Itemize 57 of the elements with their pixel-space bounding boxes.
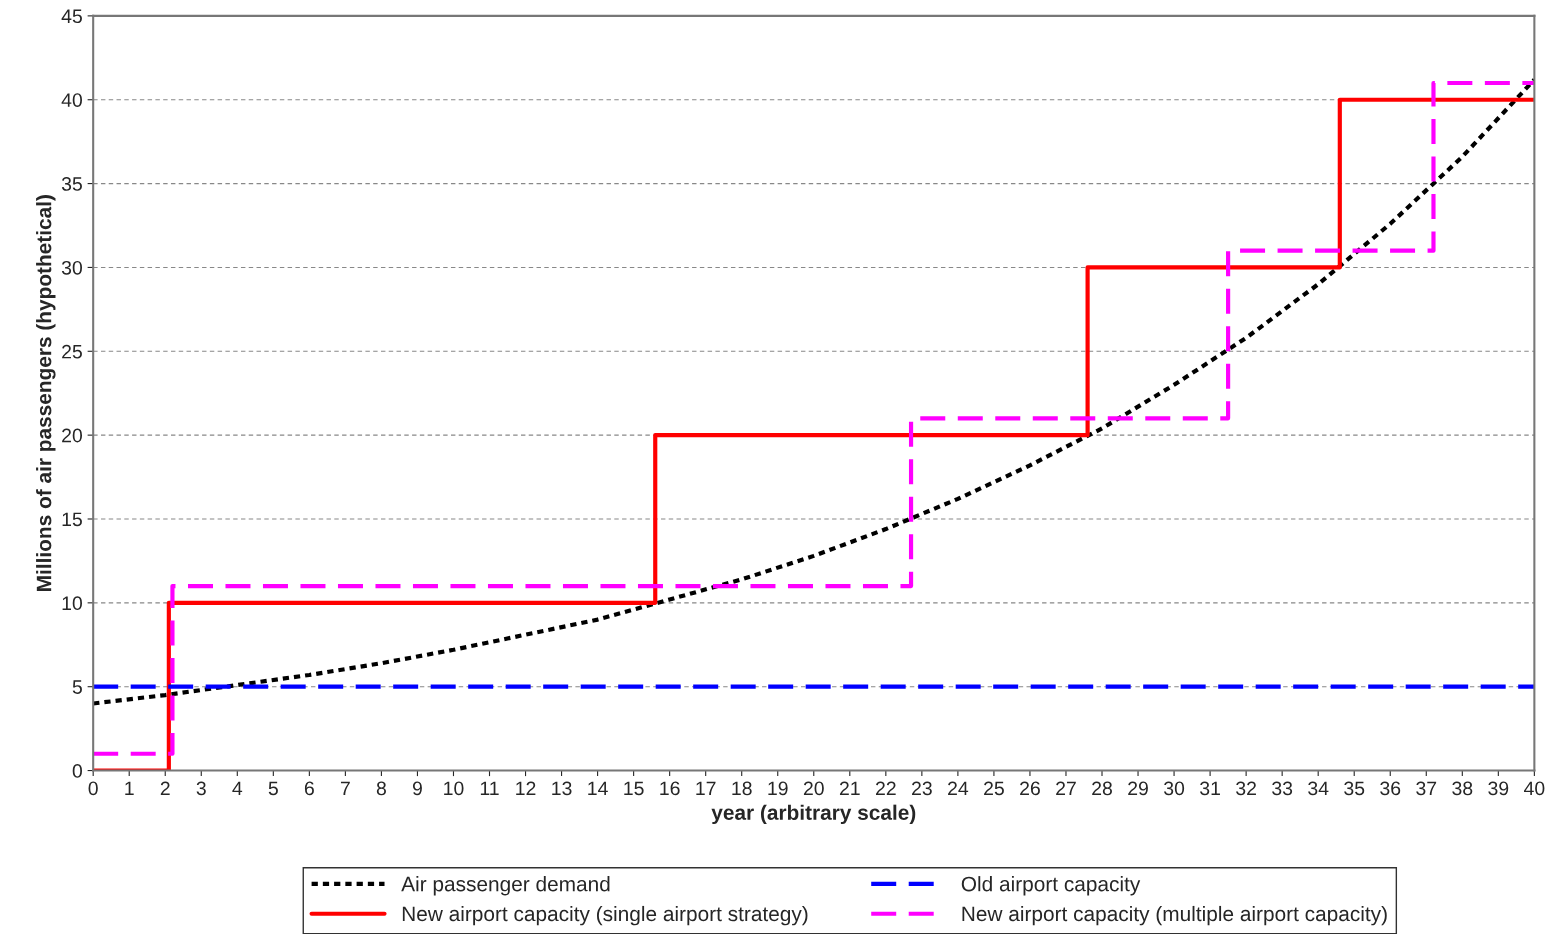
x-tick-label: 33 bbox=[1272, 781, 1293, 796]
x-tick-label: 31 bbox=[1200, 781, 1220, 796]
legend-label: Air passenger demand bbox=[401, 876, 610, 896]
x-tick-label: 22 bbox=[876, 781, 896, 796]
x-tick-label: 29 bbox=[1128, 781, 1148, 796]
x-tick-label: 14 bbox=[588, 781, 608, 796]
x-tick-label: 19 bbox=[768, 781, 788, 796]
x-tick-label: 21 bbox=[839, 781, 860, 796]
y-tick-label: 30 bbox=[61, 260, 82, 275]
x-tick-label: 10 bbox=[444, 781, 464, 796]
x-tick-label: 3 bbox=[196, 781, 206, 796]
y-tick-label: 0 bbox=[72, 764, 82, 778]
x-tick-label: 40 bbox=[1524, 781, 1545, 796]
x-tick-label: 36 bbox=[1380, 781, 1401, 796]
x-tick-label: 9 bbox=[412, 781, 422, 796]
y-tick-label: 40 bbox=[61, 93, 82, 107]
x-tick-label: 27 bbox=[1056, 781, 1076, 796]
x-tick-label: 11 bbox=[480, 781, 499, 796]
x-tick-label: 4 bbox=[232, 781, 243, 796]
x-tick-label: 39 bbox=[1488, 781, 1509, 796]
legend-label: New airport capacity (single airport strategy) bbox=[402, 905, 808, 926]
x-tick-label: 12 bbox=[516, 781, 536, 796]
x-tick-label: 8 bbox=[376, 781, 386, 796]
x-tick-label: 5 bbox=[268, 781, 278, 796]
x-tick-label: 20 bbox=[803, 781, 824, 796]
x-tick-label: 2 bbox=[160, 781, 170, 796]
y-tick-label: 35 bbox=[61, 177, 82, 191]
legend-label: New airport capacity (multiple airport capacity) bbox=[962, 905, 1387, 926]
x-tick-label: 6 bbox=[304, 781, 314, 796]
y-tick-label: 45 bbox=[61, 9, 82, 24]
x-tick-label: 25 bbox=[984, 781, 1004, 796]
x-tick-label: 17 bbox=[696, 781, 716, 796]
y-tick-label: 5 bbox=[72, 680, 82, 694]
y-tick-label: 15 bbox=[62, 512, 82, 527]
x-tick-label: 13 bbox=[552, 781, 572, 796]
y-tick-label: 20 bbox=[62, 428, 82, 443]
x-axis-title: year (arbitrary scale) bbox=[711, 804, 916, 825]
x-tick-label: 37 bbox=[1416, 781, 1437, 796]
x-tick-label: 28 bbox=[1092, 781, 1112, 796]
x-tick-label: 15 bbox=[624, 781, 644, 796]
x-tick-label: 1 bbox=[125, 781, 134, 796]
x-tick-label: 0 bbox=[88, 781, 98, 796]
x-tick-label: 26 bbox=[1020, 781, 1040, 796]
x-tick-label: 32 bbox=[1236, 781, 1256, 796]
x-tick-label: 38 bbox=[1452, 781, 1473, 796]
x-tick-label: 18 bbox=[732, 781, 752, 796]
y-tick-label: 25 bbox=[62, 344, 82, 359]
x-tick-label: 30 bbox=[1164, 781, 1185, 796]
y-tick-label: 10 bbox=[62, 596, 82, 611]
x-tick-label: 23 bbox=[912, 781, 932, 796]
x-tick-label: 35 bbox=[1344, 781, 1365, 796]
x-tick-label: 34 bbox=[1308, 781, 1329, 796]
x-tick-label: 24 bbox=[948, 781, 969, 796]
x-tick-label: 16 bbox=[660, 781, 680, 796]
legend-label: Old airport capacity bbox=[961, 876, 1141, 896]
y-axis-title: Millions of air passengers (hypothetical) bbox=[36, 195, 56, 591]
x-tick-label: 7 bbox=[340, 781, 350, 796]
